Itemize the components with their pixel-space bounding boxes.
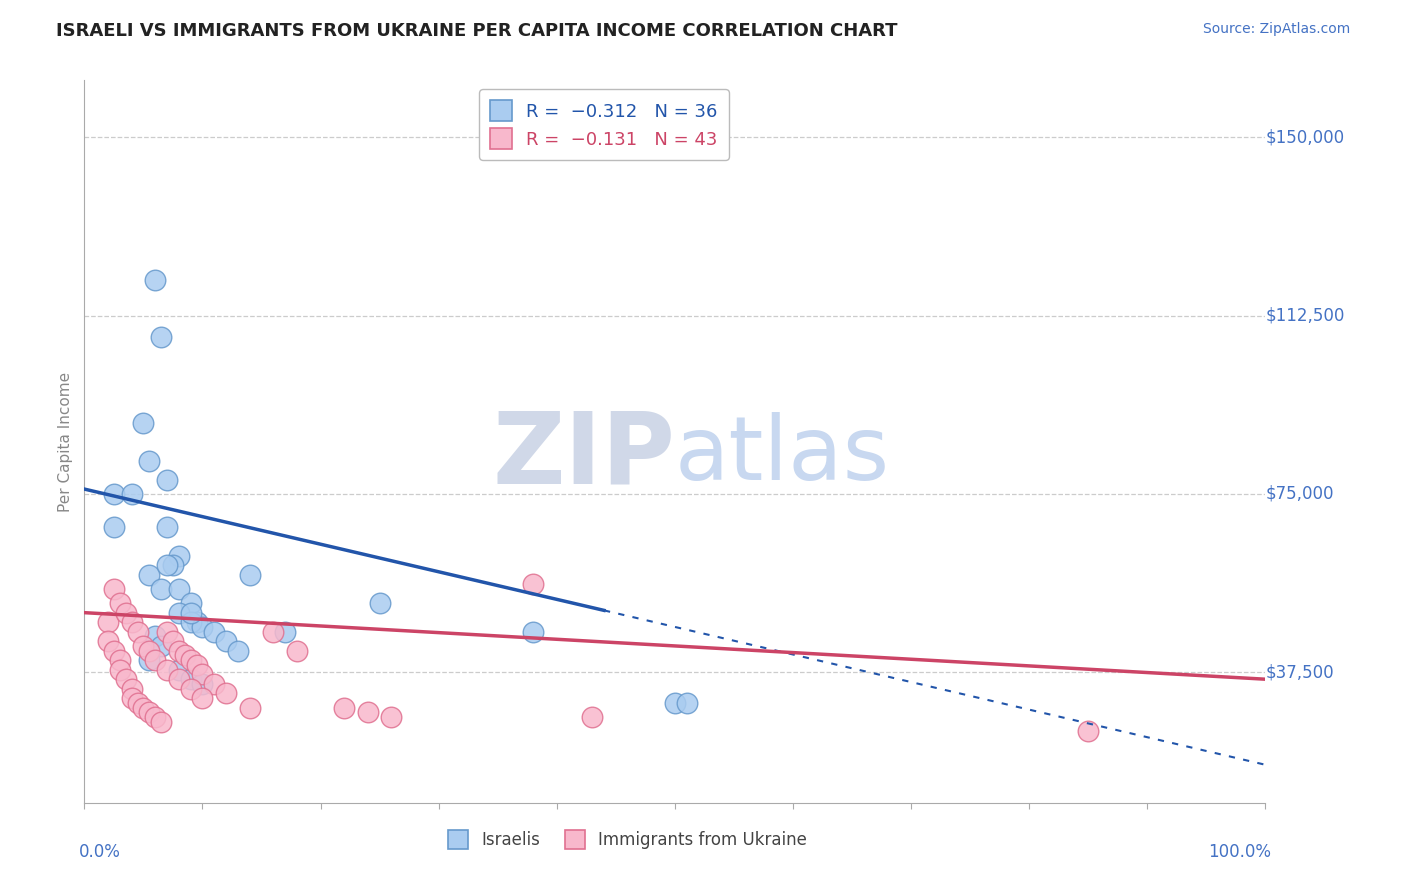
Point xyxy=(215,634,238,648)
Text: $37,500: $37,500 xyxy=(1265,663,1334,681)
Point xyxy=(114,672,136,686)
Point xyxy=(138,643,160,657)
Text: ZIP: ZIP xyxy=(492,408,675,505)
Point xyxy=(121,615,143,630)
Point xyxy=(143,653,166,667)
Text: 100.0%: 100.0% xyxy=(1208,843,1271,861)
Point xyxy=(333,700,356,714)
Point xyxy=(156,520,179,534)
Point xyxy=(167,643,190,657)
Point xyxy=(138,567,160,582)
Point xyxy=(97,634,120,648)
Point xyxy=(180,653,202,667)
Point xyxy=(167,582,190,596)
Point xyxy=(132,639,155,653)
Point xyxy=(167,549,190,563)
Point xyxy=(186,615,208,630)
Point xyxy=(143,273,166,287)
Point xyxy=(138,706,160,720)
Point xyxy=(162,558,184,573)
Point xyxy=(127,696,149,710)
Point xyxy=(202,677,225,691)
Point xyxy=(103,487,125,501)
Point xyxy=(368,596,391,610)
Point xyxy=(522,624,544,639)
Point xyxy=(162,634,184,648)
Point xyxy=(108,596,131,610)
Point xyxy=(191,691,214,706)
Point xyxy=(156,624,179,639)
Point xyxy=(167,663,190,677)
Point xyxy=(103,520,125,534)
Point xyxy=(121,691,143,706)
Point xyxy=(664,696,686,710)
Point xyxy=(138,453,160,467)
Text: atlas: atlas xyxy=(675,412,890,500)
Point xyxy=(285,643,308,657)
Text: $112,500: $112,500 xyxy=(1265,307,1344,325)
Point xyxy=(167,606,190,620)
Point xyxy=(132,700,155,714)
Point xyxy=(150,582,173,596)
Point xyxy=(132,416,155,430)
Text: $150,000: $150,000 xyxy=(1265,128,1344,146)
Point xyxy=(156,473,179,487)
Point xyxy=(522,577,544,591)
Point xyxy=(226,643,249,657)
Point xyxy=(150,330,173,344)
Point xyxy=(150,714,173,729)
Point xyxy=(180,681,202,696)
Text: Source: ZipAtlas.com: Source: ZipAtlas.com xyxy=(1202,22,1350,37)
Point xyxy=(156,558,179,573)
Point xyxy=(108,663,131,677)
Point xyxy=(239,700,262,714)
Point xyxy=(156,663,179,677)
Point xyxy=(167,672,190,686)
Point xyxy=(138,653,160,667)
Point xyxy=(202,624,225,639)
Point xyxy=(180,606,202,620)
Point xyxy=(357,706,380,720)
Point xyxy=(173,648,195,663)
Point xyxy=(180,672,202,686)
Point xyxy=(127,624,149,639)
Point xyxy=(191,667,214,681)
Point xyxy=(191,677,214,691)
Point xyxy=(143,710,166,724)
Y-axis label: Per Capita Income: Per Capita Income xyxy=(58,371,73,512)
Point xyxy=(108,653,131,667)
Point xyxy=(143,629,166,643)
Point xyxy=(121,487,143,501)
Point xyxy=(186,657,208,672)
Point xyxy=(150,639,173,653)
Point xyxy=(239,567,262,582)
Point xyxy=(103,582,125,596)
Text: $75,000: $75,000 xyxy=(1265,485,1334,503)
Point xyxy=(180,596,202,610)
Point xyxy=(97,615,120,630)
Point xyxy=(675,696,697,710)
Text: 0.0%: 0.0% xyxy=(79,843,121,861)
Point xyxy=(121,681,143,696)
Legend: Israelis, Immigrants from Ukraine: Israelis, Immigrants from Ukraine xyxy=(441,823,814,856)
Point xyxy=(380,710,402,724)
Point xyxy=(191,620,214,634)
Point xyxy=(1077,724,1099,739)
Text: ISRAELI VS IMMIGRANTS FROM UKRAINE PER CAPITA INCOME CORRELATION CHART: ISRAELI VS IMMIGRANTS FROM UKRAINE PER C… xyxy=(56,22,898,40)
Point xyxy=(274,624,297,639)
Point xyxy=(103,643,125,657)
Point xyxy=(262,624,284,639)
Point xyxy=(180,615,202,630)
Point xyxy=(215,686,238,700)
Point xyxy=(114,606,136,620)
Point xyxy=(581,710,603,724)
